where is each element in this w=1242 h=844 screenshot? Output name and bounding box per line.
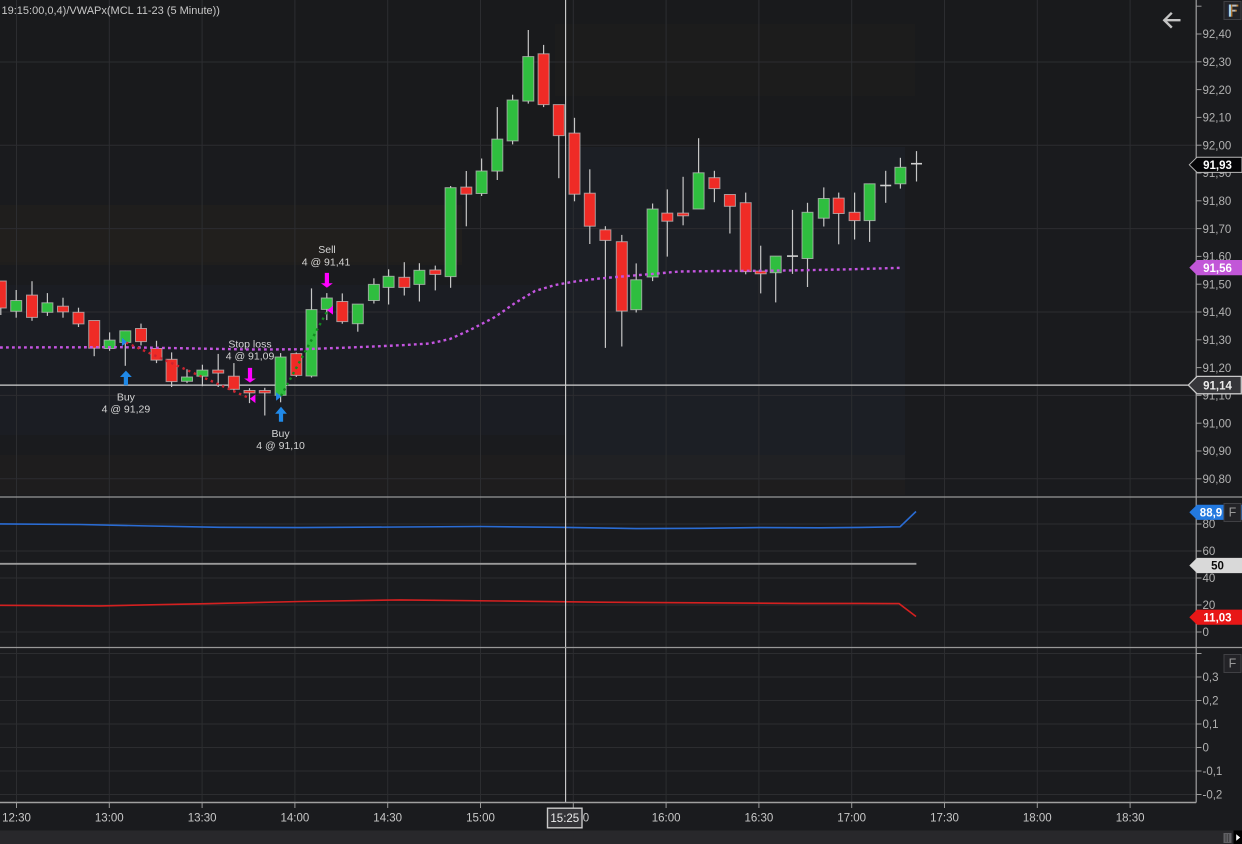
svg-text:0,1: 0,1 [1203,719,1219,731]
svg-text:11,03: 11,03 [1203,612,1231,624]
svg-text:4 @ 91,41: 4 @ 91,41 [302,256,351,268]
svg-text:Buy: Buy [117,392,136,404]
svg-text:0,3: 0,3 [1203,672,1219,684]
svg-text:92,40: 92,40 [1203,29,1232,41]
svg-text:92,20: 92,20 [1203,85,1232,97]
svg-text:16:30: 16:30 [745,813,774,825]
svg-text:91,56: 91,56 [1203,263,1232,275]
svg-text:F: F [1229,657,1237,671]
svg-text:F: F [1229,506,1237,520]
svg-text:Sell: Sell [318,244,336,256]
svg-text:17:30: 17:30 [930,813,959,825]
svg-text:20: 20 [1203,600,1216,612]
svg-text:91,40: 91,40 [1203,307,1232,319]
svg-text:91,80: 91,80 [1203,196,1232,208]
svg-text:14:30: 14:30 [373,813,402,825]
svg-text:92,30: 92,30 [1203,57,1232,69]
svg-text:0: 0 [1203,743,1209,755]
svg-text:92,00: 92,00 [1203,140,1232,152]
svg-text:91,50: 91,50 [1203,279,1232,291]
svg-text:90,80: 90,80 [1203,474,1232,486]
svg-text:92,10: 92,10 [1203,113,1232,125]
svg-text:91,00: 91,00 [1203,418,1232,430]
svg-text:-0,2: -0,2 [1203,790,1223,802]
svg-text:13:00: 13:00 [95,813,124,825]
svg-text:18:30: 18:30 [1116,813,1145,825]
svg-text:91,93: 91,93 [1203,160,1232,172]
svg-text:13:30: 13:30 [188,813,217,825]
svg-text:91,70: 91,70 [1203,224,1232,236]
svg-text:4 @ 91,29: 4 @ 91,29 [102,404,151,416]
svg-text:15:00: 15:00 [466,813,495,825]
svg-text:15:25: 15:25 [550,813,579,825]
svg-text:91,20: 91,20 [1203,363,1232,375]
svg-text:14:00: 14:00 [281,813,310,825]
svg-text:91,14: 91,14 [1203,380,1232,392]
svg-text:4 @ 91,10: 4 @ 91,10 [256,440,305,452]
svg-text:90,90: 90,90 [1203,446,1232,458]
svg-text:91,30: 91,30 [1203,335,1232,347]
svg-text:Stop loss: Stop loss [228,339,271,351]
svg-text:80: 80 [1203,519,1216,531]
svg-text:0,2: 0,2 [1203,696,1219,708]
svg-text:19:15:00,0,4)/VWAPx(MCL 11-23: 19:15:00,0,4)/VWAPx(MCL 11-23 (5 Minute)… [2,5,220,17]
svg-text:-0,1: -0,1 [1203,766,1223,778]
svg-text:40: 40 [1203,573,1216,585]
svg-text:50: 50 [1211,561,1224,573]
svg-text:18:00: 18:00 [1023,813,1052,825]
svg-text:12:30: 12:30 [2,813,31,825]
svg-text:Buy: Buy [272,428,291,440]
svg-text:0: 0 [583,813,589,825]
svg-text:17:00: 17:00 [837,813,866,825]
svg-text:4 @ 91,09: 4 @ 91,09 [226,351,275,363]
svg-text:88,9: 88,9 [1200,508,1222,520]
svg-text:16:00: 16:00 [652,813,681,825]
svg-text:60: 60 [1203,546,1216,558]
svg-text:0: 0 [1203,627,1209,639]
